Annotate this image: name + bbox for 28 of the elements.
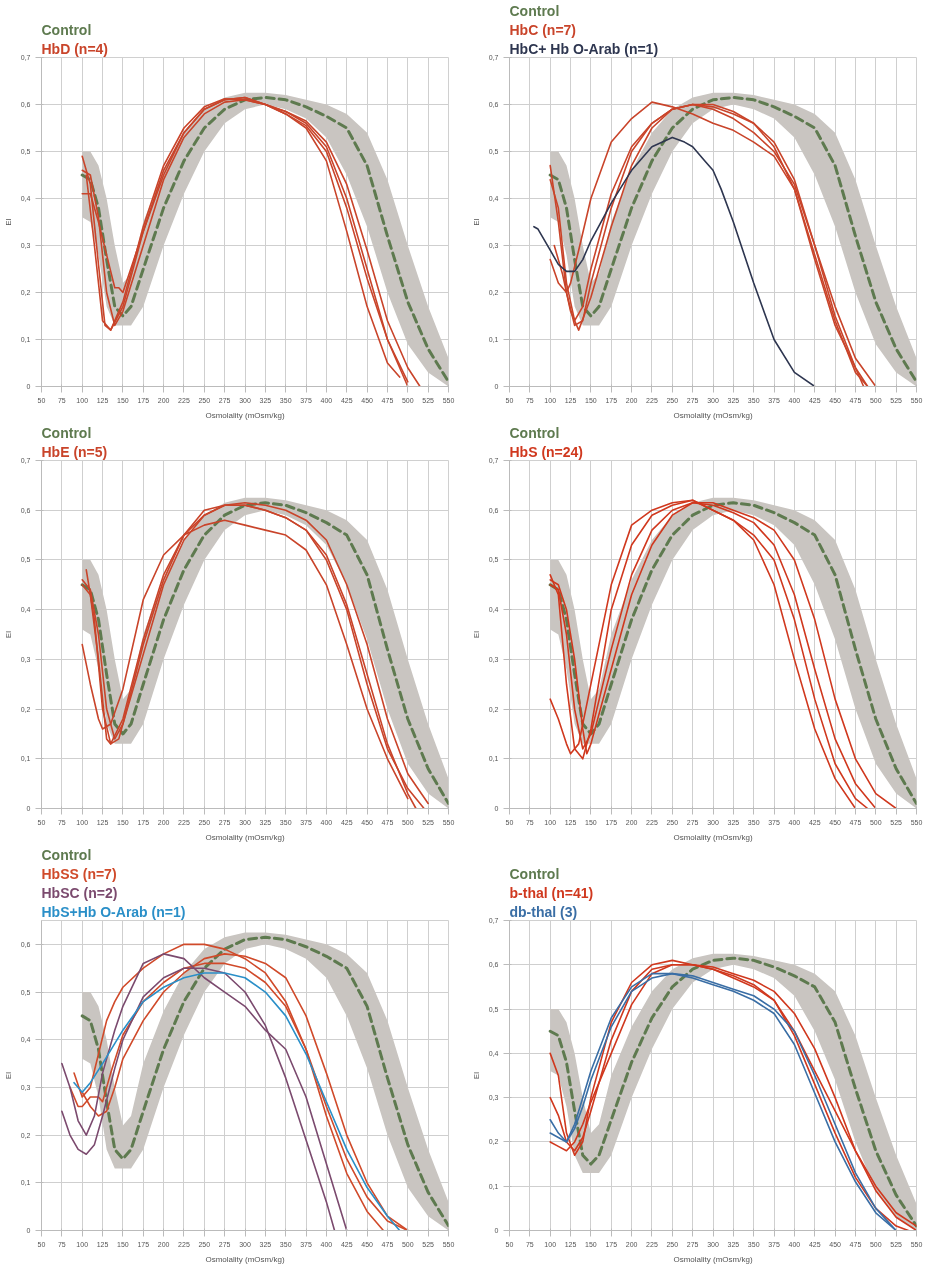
text: HbE (n=5): [41, 444, 108, 460]
text: HbSS (n=7): [41, 866, 117, 882]
y-axis-title: EI: [471, 1071, 481, 1080]
text: HbC+ Hb O-Arab (n=1): [509, 41, 659, 57]
text: HbS+Hb O-Arab (n=1): [41, 904, 186, 920]
x-axis-title: Osmolality (mOsm/kg): [673, 410, 753, 420]
text: Control: [509, 866, 560, 882]
y-axis-title: EI: [471, 218, 481, 226]
text: Control: [41, 847, 92, 863]
y-axis-title: EI: [3, 1071, 13, 1080]
text: Control: [509, 3, 560, 19]
text: HbD (n=4): [41, 41, 108, 57]
x-axis-title: Osmolality (mOsm/kg): [673, 832, 753, 842]
text: Control: [41, 22, 92, 38]
text: HbSC (n=2): [41, 885, 118, 901]
text: db-thal (3): [509, 904, 578, 920]
y-axis-title: EI: [471, 630, 481, 639]
text: Control: [41, 425, 92, 441]
y-axis-title: EI: [3, 218, 13, 226]
x-axis-title: Osmolality (mOsm/kg): [205, 832, 285, 842]
y-axis-title: EI: [3, 630, 13, 639]
text: Control: [509, 425, 560, 441]
x-axis-title: Osmolality (mOsm/kg): [205, 1254, 285, 1264]
text: b-thal (n=41): [509, 885, 594, 901]
x-axis-title: Osmolality (mOsm/kg): [673, 1254, 753, 1264]
text: HbC (n=7): [509, 22, 576, 38]
x-axis-title: Osmolality (mOsm/kg): [205, 410, 285, 420]
text: HbS (n=24): [509, 444, 584, 460]
